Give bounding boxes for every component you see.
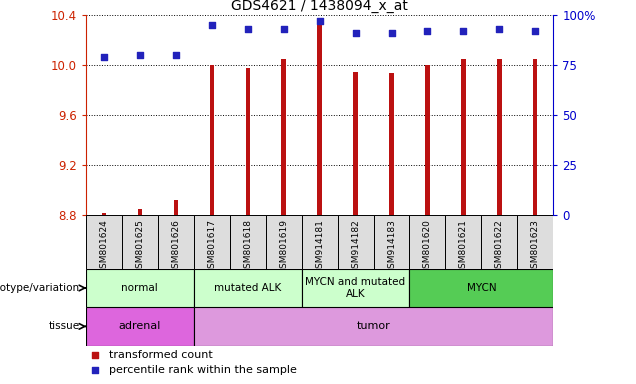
- Point: [170, 52, 181, 58]
- Text: genotype/variation: genotype/variation: [0, 283, 80, 293]
- Text: tissue: tissue: [48, 321, 80, 331]
- Point: [315, 18, 325, 25]
- Bar: [425, 65, 430, 215]
- Bar: [533, 59, 537, 215]
- Bar: [86, 215, 122, 269]
- Text: GSM801621: GSM801621: [459, 219, 468, 274]
- Text: GSM801620: GSM801620: [423, 219, 432, 274]
- Point: [350, 30, 361, 36]
- Bar: [373, 215, 410, 269]
- Bar: [301, 269, 410, 307]
- Point: [530, 28, 541, 35]
- Point: [207, 22, 217, 28]
- Point: [90, 367, 100, 374]
- Bar: [245, 68, 250, 215]
- Bar: [209, 65, 214, 215]
- Bar: [194, 215, 230, 269]
- Point: [99, 54, 109, 60]
- Bar: [317, 22, 322, 215]
- Bar: [354, 71, 357, 215]
- Bar: [86, 307, 194, 346]
- Text: transformed count: transformed count: [109, 350, 213, 360]
- Point: [135, 52, 145, 58]
- Bar: [461, 59, 466, 215]
- Text: GSM914181: GSM914181: [315, 219, 324, 274]
- Text: GSM801622: GSM801622: [495, 219, 504, 274]
- Bar: [266, 215, 301, 269]
- Point: [90, 352, 100, 358]
- Text: GSM801623: GSM801623: [531, 219, 540, 274]
- Bar: [158, 215, 194, 269]
- Text: GSM801619: GSM801619: [279, 219, 288, 274]
- Bar: [497, 59, 502, 215]
- Point: [494, 26, 504, 32]
- Point: [459, 28, 469, 35]
- Bar: [137, 209, 142, 215]
- Bar: [194, 269, 301, 307]
- Bar: [174, 200, 178, 215]
- Point: [422, 28, 432, 35]
- Point: [242, 26, 252, 32]
- Bar: [410, 269, 553, 307]
- Bar: [122, 215, 158, 269]
- Bar: [517, 215, 553, 269]
- Bar: [194, 307, 553, 346]
- Text: mutated ALK: mutated ALK: [214, 283, 281, 293]
- Point: [279, 26, 289, 32]
- Text: MYCN: MYCN: [467, 283, 496, 293]
- Point: [387, 30, 397, 36]
- Bar: [301, 215, 338, 269]
- Text: normal: normal: [121, 283, 158, 293]
- Bar: [410, 215, 445, 269]
- Text: GSM801618: GSM801618: [243, 219, 252, 274]
- Text: GSM914182: GSM914182: [351, 219, 360, 274]
- Text: percentile rank within the sample: percentile rank within the sample: [109, 366, 297, 376]
- Title: GDS4621 / 1438094_x_at: GDS4621 / 1438094_x_at: [231, 0, 408, 13]
- Bar: [389, 73, 394, 215]
- Bar: [282, 59, 286, 215]
- Bar: [86, 269, 194, 307]
- Bar: [338, 215, 373, 269]
- Text: adrenal: adrenal: [118, 321, 161, 331]
- Bar: [445, 215, 481, 269]
- Text: GSM801617: GSM801617: [207, 219, 216, 274]
- Bar: [102, 213, 106, 215]
- Text: tumor: tumor: [357, 321, 391, 331]
- Text: GSM801624: GSM801624: [99, 219, 108, 274]
- Text: GSM801626: GSM801626: [171, 219, 180, 274]
- Bar: [230, 215, 266, 269]
- Text: MYCN and mutated
ALK: MYCN and mutated ALK: [305, 277, 406, 299]
- Text: GSM914183: GSM914183: [387, 219, 396, 274]
- Text: GSM801625: GSM801625: [135, 219, 144, 274]
- Bar: [481, 215, 517, 269]
